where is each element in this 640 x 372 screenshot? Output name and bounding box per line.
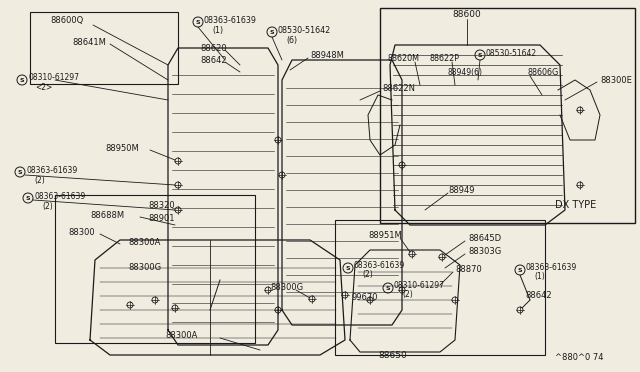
Text: 88300A: 88300A: [165, 330, 197, 340]
Text: 88320: 88320: [148, 201, 175, 209]
Text: S: S: [196, 19, 200, 25]
Text: 99670: 99670: [352, 294, 378, 302]
Text: 88688M: 88688M: [90, 211, 124, 219]
Text: S: S: [477, 52, 483, 58]
Text: 88620: 88620: [200, 44, 227, 52]
Text: <2>: <2>: [35, 83, 52, 92]
Text: 88650: 88650: [379, 350, 408, 359]
Text: 08363-61639: 08363-61639: [26, 166, 77, 174]
Text: (2): (2): [362, 270, 372, 279]
Text: 88300A: 88300A: [128, 237, 161, 247]
Text: 88901: 88901: [148, 214, 175, 222]
Text: S: S: [386, 285, 390, 291]
Text: 88606G: 88606G: [528, 67, 559, 77]
Text: 88950M: 88950M: [105, 144, 139, 153]
Bar: [335, 220, 545, 355]
Text: 88600: 88600: [452, 10, 481, 19]
Text: S: S: [18, 170, 22, 174]
Text: 88949(6): 88949(6): [448, 67, 483, 77]
Text: 88622P: 88622P: [430, 54, 460, 62]
Text: ^880^0 74: ^880^0 74: [555, 353, 604, 362]
Text: 88642: 88642: [200, 55, 227, 64]
Text: 88300G: 88300G: [128, 263, 161, 273]
Text: 08310-61297: 08310-61297: [28, 73, 79, 81]
Text: (1): (1): [534, 273, 545, 282]
Text: 88641M: 88641M: [72, 38, 106, 46]
Text: (1): (1): [212, 26, 223, 35]
Bar: [380, 8, 635, 223]
Text: 88622N: 88622N: [382, 83, 415, 93]
Text: 88600Q: 88600Q: [50, 16, 83, 25]
Text: 88642: 88642: [525, 291, 552, 299]
Text: 88300: 88300: [68, 228, 95, 237]
Text: (2): (2): [34, 176, 45, 185]
Text: (6): (6): [286, 35, 297, 45]
Bar: [30, 12, 178, 84]
Text: 08310-61297: 08310-61297: [394, 280, 445, 289]
Text: 08530-51642: 08530-51642: [278, 26, 332, 35]
Text: (2): (2): [42, 202, 52, 211]
Text: 08363-61639: 08363-61639: [354, 260, 405, 269]
Text: 08363-61639: 08363-61639: [526, 263, 577, 272]
Text: 08363-61639: 08363-61639: [34, 192, 85, 201]
Text: 88620M: 88620M: [388, 54, 420, 62]
Text: S: S: [269, 29, 275, 35]
Text: 08530-51642: 08530-51642: [486, 48, 537, 58]
Text: S: S: [346, 266, 350, 270]
Text: S: S: [518, 267, 522, 273]
Text: 88949: 88949: [448, 186, 474, 195]
Text: 88645D: 88645D: [468, 234, 501, 243]
Text: S: S: [26, 196, 30, 201]
Text: 88948M: 88948M: [310, 51, 344, 60]
Text: (2): (2): [402, 291, 413, 299]
Text: 88300G: 88300G: [270, 283, 303, 292]
Text: 88303G: 88303G: [468, 247, 501, 257]
Text: 88951M: 88951M: [368, 231, 402, 240]
Text: 88870: 88870: [455, 266, 482, 275]
Text: DX TYPE: DX TYPE: [555, 200, 596, 210]
Text: S: S: [20, 77, 24, 83]
Text: 88300E: 88300E: [600, 76, 632, 84]
Text: 08363-61639: 08363-61639: [204, 16, 257, 25]
Bar: [55, 195, 255, 343]
